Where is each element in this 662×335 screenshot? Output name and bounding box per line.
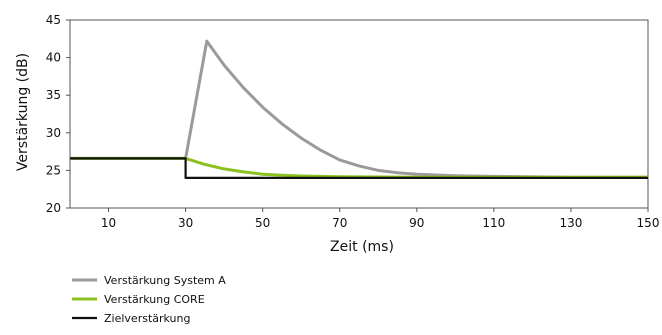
y-axis-label: Verstärkung (dB) — [15, 53, 31, 171]
legend: Verstärkung System A Verstärkung CORE Ziel… — [72, 274, 226, 325]
x-tick-label: 90 — [409, 216, 424, 230]
y-tick-label: 20 — [46, 201, 61, 215]
x-axis-label: Zeit (ms) — [330, 239, 394, 255]
x-tick-label: 70 — [332, 216, 347, 230]
x-tick-label: 50 — [255, 216, 270, 230]
y-tick-label: 30 — [46, 126, 61, 140]
x-tick-label: 110 — [482, 216, 505, 230]
x-tick-label: 30 — [178, 216, 193, 230]
x-tick-label: 10 — [101, 216, 116, 230]
y-tick-label: 40 — [46, 51, 61, 65]
legend-label: Verstärkung System A — [104, 274, 226, 287]
y-tick-label: 45 — [46, 13, 61, 27]
legend-label: Zielverstärkung — [104, 312, 190, 325]
series-line-1 — [70, 39, 648, 179]
x-tick-label: 150 — [637, 216, 660, 230]
series-line-3 — [70, 157, 648, 179]
legend-label: Verstärkung CORE — [104, 293, 205, 306]
plot-area — [69, 19, 649, 209]
y-tick-label: 25 — [46, 163, 61, 177]
x-tick-label: 130 — [559, 216, 582, 230]
series-line-2 — [70, 156, 648, 179]
y-tick-label: 35 — [46, 88, 61, 102]
